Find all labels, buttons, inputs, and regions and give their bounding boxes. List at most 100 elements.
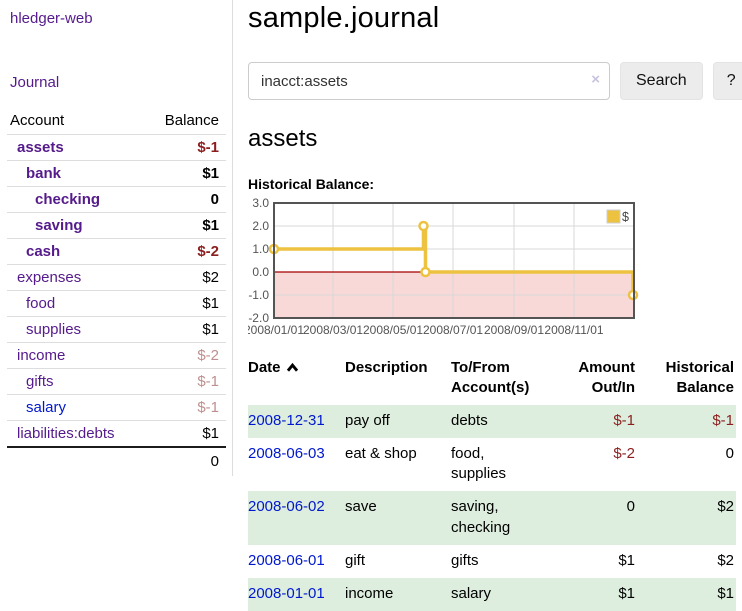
- account-balance: $1: [146, 212, 226, 239]
- transaction-description: save: [345, 498, 377, 516]
- transaction-description: income: [345, 585, 394, 602]
- accounts-total-spacer: [7, 446, 147, 474]
- chart-x-tick-label: 2008/07/01: [423, 323, 483, 337]
- chart-y-tick-label: 3.0: [252, 197, 269, 210]
- clear-search-icon[interactable]: ×: [591, 71, 600, 88]
- transaction-date-link[interactable]: 2008-06-01: [248, 551, 325, 569]
- account-balance: $-2: [146, 342, 226, 369]
- column-header-amount: Amount Out/In: [578, 359, 635, 397]
- chart-x-tick-label: 2008/11/01: [544, 323, 603, 337]
- account-row: assets $-1: [7, 134, 226, 161]
- transaction-amount: $1: [618, 551, 635, 569]
- accounts-total-row: 0: [7, 446, 226, 474]
- transaction-accounts: food, supplies: [451, 444, 507, 482]
- transaction-accounts: debts: [451, 411, 488, 429]
- transaction-date-link[interactable]: 2008-06-02: [248, 498, 325, 516]
- transaction-row: 2008-06-01 gift gifts $1 $2: [248, 545, 736, 578]
- page-title: sample.journal: [248, 2, 440, 34]
- column-header-description: Description: [345, 359, 428, 376]
- transaction-accounts: saving, checking: [451, 498, 511, 536]
- chart-data-point: [420, 266, 431, 278]
- transaction-date-link[interactable]: 2008-01-01: [248, 585, 325, 602]
- account-row: cash $-2: [7, 238, 226, 265]
- account-row: gifts $-1: [7, 368, 226, 395]
- column-header-date-label: Date: [248, 359, 281, 376]
- account-balance: $2: [146, 264, 226, 291]
- transaction-accounts: salary: [451, 585, 492, 602]
- account-link[interactable]: bank: [26, 165, 62, 182]
- transaction-description: eat & shop: [345, 444, 417, 462]
- account-link[interactable]: salary: [26, 399, 67, 416]
- account-balance: $-2: [146, 238, 226, 265]
- transaction-amount: $-2: [613, 444, 635, 462]
- transaction-balance: $1: [717, 585, 734, 602]
- account-link[interactable]: gifts: [26, 373, 54, 390]
- transaction-balance: $2: [717, 551, 734, 569]
- account-balance: $1: [146, 420, 226, 448]
- account-link[interactable]: saving: [35, 217, 83, 234]
- transaction-amount: $1: [618, 585, 635, 602]
- transaction-row: 2008-06-03 eat & shop food, supplies $-2 0: [248, 438, 736, 492]
- transaction-balance: $-1: [712, 411, 734, 429]
- accounts-table: Account Balance assets $-1 bank $1 checking 0…: [7, 108, 226, 474]
- chart-x-tick-label: 2008/03/01: [303, 323, 363, 337]
- register-header-row: Date Description To/From Account(s) Amou…: [248, 356, 736, 405]
- account-balance: $-1: [146, 394, 226, 421]
- transaction-balance: $2: [717, 498, 734, 516]
- search-button[interactable]: Search: [620, 62, 703, 100]
- chart-y-tick-label: -1.0: [248, 288, 269, 302]
- sidebar-item-journal[interactable]: Journal: [10, 74, 60, 91]
- transaction-date-link[interactable]: 2008-06-03: [248, 444, 325, 462]
- transaction-balance: 0: [725, 444, 734, 462]
- account-balance: 0: [146, 186, 226, 213]
- transaction-description: gift: [345, 551, 366, 569]
- account-link[interactable]: assets: [17, 139, 64, 156]
- account-link[interactable]: checking: [35, 191, 101, 208]
- account-balance: $1: [146, 316, 226, 343]
- column-header-accounts: To/From Account(s): [451, 359, 530, 397]
- chart-data-point: [418, 220, 429, 232]
- brand-link[interactable]: hledger-web: [10, 10, 93, 27]
- account-link[interactable]: liabilities:debts: [17, 425, 115, 442]
- chart-plot-border: [273, 202, 635, 319]
- transaction-row: 2008-06-02 save saving, checking 0 $2: [248, 491, 736, 545]
- transaction-row: 2008-12-31 pay off debts $-1 $-1: [248, 404, 736, 438]
- transaction-description: pay off: [345, 411, 390, 429]
- sidebar: hledger-web Journal Account Balance asse…: [0, 0, 233, 476]
- transaction-date-link[interactable]: 2008-12-31: [248, 411, 325, 429]
- account-link[interactable]: food: [26, 295, 56, 312]
- account-link[interactable]: supplies: [26, 321, 82, 338]
- main-content: sample.journal × Search ? assets Histori…: [233, 0, 742, 611]
- account-link[interactable]: expenses: [17, 269, 82, 286]
- account-link[interactable]: cash: [26, 243, 61, 260]
- column-header-date[interactable]: Date: [248, 356, 345, 405]
- help-button[interactable]: ?: [712, 62, 742, 100]
- search-input[interactable]: [248, 62, 610, 100]
- chart-legend: $: [606, 209, 629, 224]
- register-table: Date Description To/From Account(s) Amou…: [248, 356, 736, 611]
- transaction-accounts: gifts: [451, 551, 479, 569]
- chart-title: Historical Balance:: [248, 176, 375, 192]
- chart-x-tick-label: 2008/05/01: [363, 323, 423, 337]
- account-row: supplies $1: [7, 316, 226, 343]
- column-header-balance: Historical Balance: [665, 359, 734, 397]
- account-row: income $-2: [7, 342, 226, 369]
- chart-y-tick-label: 0.0: [252, 265, 269, 279]
- account-balance: $-1: [146, 368, 226, 395]
- chart-x-tick-label: 2008/01/01: [248, 323, 304, 337]
- chart-y-tick-label: 1.0: [252, 242, 269, 256]
- search-form: × Search ?: [248, 62, 742, 100]
- accounts-header-balance: Balance: [146, 108, 226, 135]
- transaction-row: 2008-01-01 income salary $1 $1: [248, 578, 736, 611]
- account-row: expenses $2: [7, 264, 226, 291]
- account-row: checking 0: [7, 186, 226, 213]
- chart-y-tick-label: 2.0: [252, 219, 269, 233]
- account-row: bank $1: [7, 160, 226, 187]
- account-row: salary $-1: [7, 394, 226, 421]
- account-balance: $-1: [146, 134, 226, 161]
- accounts-header-account: Account: [7, 108, 147, 135]
- account-link[interactable]: income: [17, 347, 66, 364]
- transaction-amount: $-1: [613, 411, 635, 429]
- account-row: liabilities:debts $1: [7, 420, 226, 448]
